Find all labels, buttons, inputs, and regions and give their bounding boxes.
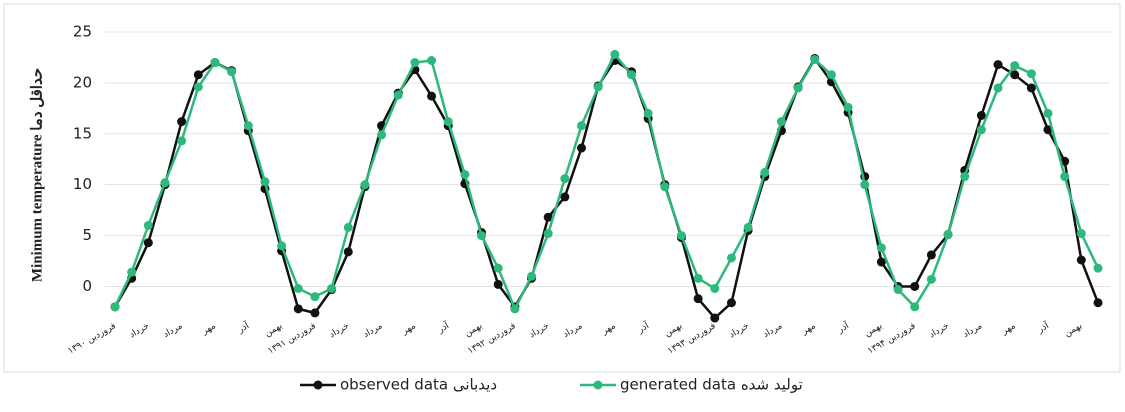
data-point — [1076, 229, 1086, 239]
data-point — [876, 243, 886, 253]
data-point — [660, 182, 670, 192]
data-point — [210, 58, 220, 68]
data-point — [910, 281, 920, 291]
data-point — [593, 82, 603, 92]
y-tick-label: 10 — [73, 175, 92, 193]
data-point — [227, 67, 237, 77]
data-point — [926, 250, 936, 260]
data-point — [1026, 69, 1036, 79]
legend-label: observed data دیدبانی — [340, 376, 497, 394]
data-point — [260, 177, 270, 187]
data-point — [143, 238, 153, 248]
data-point — [1043, 125, 1053, 135]
data-point — [860, 180, 870, 190]
data-point — [643, 108, 653, 118]
data-point — [893, 285, 903, 295]
data-point — [676, 231, 686, 241]
data-point — [143, 220, 153, 230]
legend-marker — [593, 380, 603, 390]
data-point — [793, 83, 803, 93]
y-tick-label: 20 — [73, 73, 92, 91]
data-point — [477, 231, 487, 241]
data-point — [310, 292, 320, 302]
data-point — [1010, 70, 1020, 80]
data-point — [1076, 255, 1086, 265]
data-point — [277, 241, 287, 251]
data-point — [110, 302, 120, 312]
data-point — [327, 284, 337, 293]
data-point — [427, 91, 437, 101]
data-point — [693, 273, 703, 283]
legend-label: generated data تولید شده — [620, 376, 803, 394]
data-point — [527, 271, 537, 281]
data-point — [177, 136, 187, 146]
data-point — [743, 222, 753, 232]
data-point — [1093, 263, 1103, 273]
data-point — [377, 130, 387, 140]
data-point — [1093, 298, 1103, 308]
data-point — [410, 58, 420, 68]
data-point — [710, 313, 720, 323]
data-point — [710, 284, 720, 293]
data-point — [993, 60, 1003, 70]
data-point — [726, 253, 736, 263]
series-line — [113, 52, 1100, 312]
data-point — [926, 274, 936, 284]
data-point — [976, 110, 986, 120]
data-point — [577, 143, 587, 153]
data-point — [460, 170, 470, 179]
data-point — [1026, 83, 1036, 93]
data-point — [427, 56, 437, 65]
data-point — [1060, 172, 1070, 182]
y-tick-label: 5 — [82, 226, 92, 244]
data-point — [243, 121, 253, 131]
data-point — [493, 263, 503, 273]
y-tick-label: 0 — [82, 277, 92, 295]
data-point — [1010, 61, 1020, 71]
data-point — [393, 90, 403, 100]
data-point — [493, 279, 503, 289]
data-point — [543, 229, 553, 239]
data-point — [293, 304, 303, 314]
data-point — [360, 180, 370, 190]
data-point — [1043, 108, 1053, 118]
data-point — [810, 54, 820, 64]
data-point — [543, 212, 553, 222]
y-axis-title: Minimum temperature حداقل دما — [29, 68, 45, 282]
data-point — [776, 117, 786, 127]
y-tick-label: 15 — [73, 124, 92, 142]
data-point — [577, 121, 587, 131]
data-point — [177, 117, 187, 127]
data-point — [310, 308, 320, 318]
data-point — [876, 257, 886, 267]
data-point — [910, 302, 920, 312]
data-point — [626, 70, 636, 80]
data-point — [560, 174, 570, 184]
data-point — [193, 70, 203, 80]
data-point — [127, 267, 137, 277]
data-point — [976, 125, 986, 135]
legend-marker — [313, 380, 323, 390]
data-point — [760, 167, 770, 177]
data-point — [510, 304, 520, 314]
data-point — [843, 102, 853, 112]
data-point — [693, 294, 703, 304]
data-point — [343, 222, 353, 232]
data-point — [726, 298, 736, 308]
y-tick-label: 25 — [73, 23, 92, 41]
data-point — [443, 117, 453, 127]
data-point — [960, 172, 970, 182]
data-point — [343, 247, 353, 257]
data-point — [160, 178, 170, 188]
data-point — [293, 284, 303, 293]
data-point — [193, 82, 203, 92]
data-point — [993, 83, 1003, 93]
data-point — [943, 230, 953, 240]
data-point — [826, 70, 836, 80]
data-point — [560, 192, 570, 202]
data-point — [610, 49, 620, 59]
